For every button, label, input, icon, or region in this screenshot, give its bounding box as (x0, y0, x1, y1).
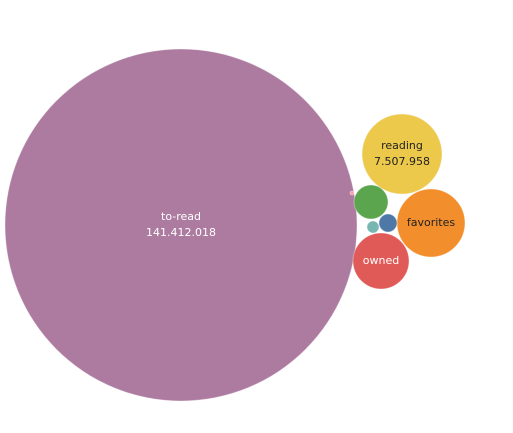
bubble-reading[interactable] (361, 113, 443, 195)
bubble-unlabeled-5[interactable] (378, 213, 398, 233)
bubble-to-read[interactable] (4, 48, 358, 402)
bubble-unlabeled-4[interactable] (353, 184, 389, 220)
bubble-owned[interactable] (352, 232, 410, 290)
bubble-favorites[interactable] (396, 188, 466, 258)
bubble-unlabeled-7[interactable] (349, 190, 355, 196)
bubble-unlabeled-6[interactable] (366, 220, 380, 234)
